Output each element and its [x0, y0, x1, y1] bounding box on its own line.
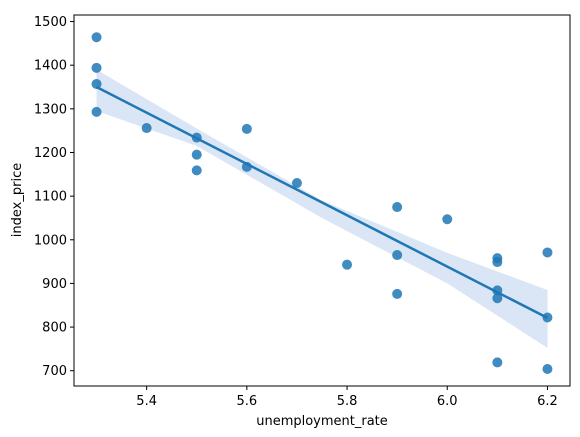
data-point [342, 259, 353, 270]
y-tick-label: 1100 [34, 190, 67, 205]
regression-line [95, 85, 549, 320]
data-point [241, 161, 252, 172]
data-point [191, 132, 202, 143]
y-tick-label: 1200 [34, 146, 67, 161]
x-axis-label: unemployment_rate [256, 414, 388, 429]
data-point [241, 123, 252, 134]
plot-frame [73, 14, 571, 387]
y-tick-label: 700 [42, 364, 67, 379]
x-tick-label: 5.6 [237, 394, 258, 409]
data-point [542, 247, 553, 258]
y-axis-label: index_price [10, 163, 25, 237]
y-tick-label: 1500 [34, 15, 67, 30]
y-tick-label: 800 [42, 321, 67, 336]
x-tick-label: 5.8 [337, 394, 358, 409]
x-tick-label: 6.2 [537, 394, 558, 409]
y-tick-label: 1300 [34, 102, 67, 117]
data-point [392, 288, 403, 299]
regression-line-layer [95, 85, 549, 320]
data-point [91, 32, 102, 43]
data-point [291, 178, 302, 189]
y-tick-label: 1000 [34, 233, 67, 248]
confidence-band-layer [96, 69, 548, 348]
x-tick-label: 6.0 [437, 394, 458, 409]
data-point [91, 78, 102, 89]
data-point [91, 62, 102, 73]
x-tick-label: 5.4 [136, 394, 157, 409]
data-point [542, 363, 553, 374]
x-axis-ticks: 5.4 5.6 5.8 6.0 6.2 [136, 386, 558, 409]
data-point [492, 293, 503, 304]
confidence-band [96, 69, 548, 348]
data-point [392, 250, 403, 261]
y-axis-ticks: 700 800 900 1000 1100 1200 1300 1400 1500 [34, 15, 74, 379]
data-point [91, 106, 102, 117]
data-point [442, 214, 453, 225]
data-point [141, 123, 152, 134]
data-point [492, 357, 503, 368]
y-tick-label: 900 [42, 277, 67, 292]
scatter-points-layer [91, 32, 553, 374]
data-point [191, 165, 202, 176]
data-point [392, 202, 403, 213]
y-tick-label: 1400 [34, 59, 67, 74]
data-point [492, 257, 503, 268]
data-point [191, 149, 202, 160]
data-point [492, 285, 503, 296]
data-point [542, 312, 553, 323]
